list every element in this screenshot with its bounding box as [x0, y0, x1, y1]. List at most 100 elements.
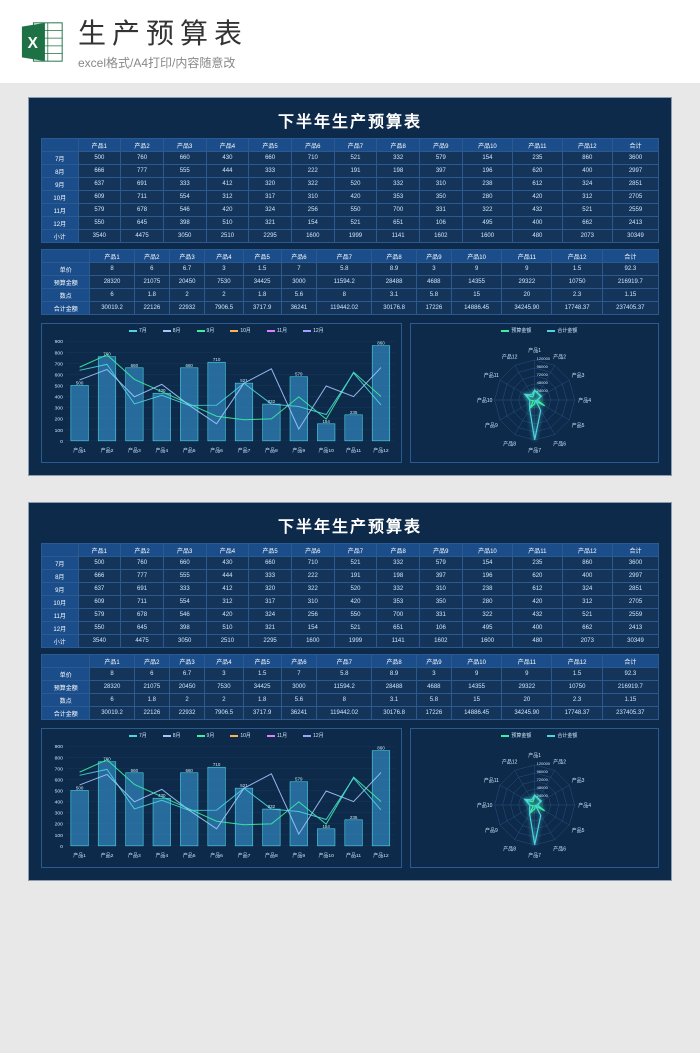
- svg-text:900: 900: [55, 744, 64, 750]
- cell: 432: [513, 204, 562, 217]
- col-header: 产品5: [243, 655, 281, 668]
- col-header: [42, 250, 90, 263]
- page-header: X 生产预算表 excel格式/A4打印/内容随意改: [0, 0, 700, 83]
- cell: 397: [420, 165, 463, 178]
- cell: 3050: [163, 230, 206, 243]
- row-label: 数点: [42, 694, 90, 707]
- cell: 3600: [613, 557, 659, 570]
- cell: 521: [334, 217, 377, 230]
- svg-text:579: 579: [295, 372, 303, 377]
- cell: 10750: [552, 276, 602, 289]
- cell: 2997: [613, 165, 659, 178]
- cell: 495: [462, 217, 512, 230]
- col-header: 产品6: [281, 250, 316, 263]
- cell: 17748.37: [552, 707, 602, 720]
- cell: 645: [121, 622, 164, 635]
- cell: 332: [377, 152, 420, 165]
- cell: 1600: [462, 230, 512, 243]
- col-header: 产品6: [291, 544, 334, 557]
- col-header: 产品9: [420, 139, 463, 152]
- svg-text:100: 100: [55, 833, 64, 839]
- svg-text:产品3: 产品3: [128, 852, 141, 859]
- col-header: 产品11: [513, 544, 562, 557]
- svg-text:产品4: 产品4: [578, 802, 591, 809]
- svg-text:产品7: 产品7: [528, 852, 541, 859]
- cell: 645: [121, 217, 164, 230]
- row-label: 10月: [42, 191, 79, 204]
- cell: 333: [163, 178, 206, 191]
- col-header: [42, 655, 90, 668]
- radar-chart: 预算金额合计金额 产品1产品2产品3产品4产品5产品6产品7产品8产品9产品10…: [410, 323, 659, 463]
- col-header: 产品5: [249, 544, 292, 557]
- cell: 691: [121, 178, 164, 191]
- legend-item: 预算金额: [491, 327, 531, 334]
- row-label: 小计: [42, 230, 79, 243]
- cell: 777: [121, 165, 164, 178]
- svg-text:产品6: 产品6: [553, 845, 566, 852]
- cell: 14886.45: [452, 707, 502, 720]
- col-header: 产品3: [163, 544, 206, 557]
- header-subtitle: excel格式/A4打印/内容随意改: [78, 54, 680, 71]
- col-header: 产品12: [552, 250, 602, 263]
- row-label: 12月: [42, 217, 79, 230]
- svg-text:产品10: 产品10: [318, 852, 334, 859]
- production-table: 产品1产品2产品3产品4产品5产品6产品7产品8产品9产品10产品11产品12合…: [41, 543, 659, 648]
- radar-chart: 预算金额合计金额 产品1产品2产品3产品4产品5产品6产品7产品8产品9产品10…: [410, 728, 659, 868]
- svg-text:X: X: [28, 34, 39, 51]
- col-header: 产品12: [552, 655, 602, 668]
- cell: 860: [562, 152, 612, 165]
- svg-text:0: 0: [60, 439, 63, 445]
- cell: 29322: [502, 681, 552, 694]
- col-header: 产品6: [281, 655, 316, 668]
- cell: 400: [513, 217, 562, 230]
- cell: 324: [249, 609, 292, 622]
- cell: 2559: [613, 609, 659, 622]
- cell: 710: [291, 557, 334, 570]
- cell: 5.8: [317, 263, 372, 276]
- col-header: 产品1: [78, 139, 121, 152]
- legend-item: 9月: [187, 732, 215, 739]
- cell: 666: [78, 165, 121, 178]
- cell: 612: [513, 178, 562, 191]
- cell: 554: [163, 596, 206, 609]
- col-header: 产品11: [513, 139, 562, 152]
- cell: 651: [377, 217, 420, 230]
- cell: 1999: [334, 230, 377, 243]
- svg-text:800: 800: [55, 755, 64, 761]
- svg-text:660: 660: [131, 768, 139, 773]
- legend-item: 合计金额: [537, 327, 577, 334]
- row-label: 12月: [42, 622, 79, 635]
- row-label: 8月: [42, 165, 79, 178]
- svg-text:产品2: 产品2: [553, 759, 566, 766]
- cell: 2: [169, 289, 204, 302]
- svg-text:产品11: 产品11: [346, 447, 361, 454]
- cell: 5.8: [416, 289, 451, 302]
- cell: 2705: [613, 191, 659, 204]
- svg-text:521: 521: [240, 783, 248, 788]
- svg-text:产品12: 产品12: [502, 354, 518, 361]
- legend-item: 7月: [119, 327, 147, 334]
- cell: 350: [420, 596, 463, 609]
- cell: 711: [121, 191, 164, 204]
- svg-text:产品5: 产品5: [183, 447, 196, 454]
- svg-text:235: 235: [350, 410, 358, 415]
- cell: 154: [291, 217, 334, 230]
- cell: 678: [121, 204, 164, 217]
- col-header: 产品4: [205, 250, 243, 263]
- row-label: 9月: [42, 178, 79, 191]
- cell: 196: [462, 570, 512, 583]
- cell: 400: [513, 622, 562, 635]
- cell: 280: [462, 191, 512, 204]
- row-label: 11月: [42, 609, 79, 622]
- col-header: 产品2: [134, 250, 169, 263]
- svg-text:产品2: 产品2: [101, 447, 114, 454]
- cell: 198: [377, 570, 420, 583]
- svg-text:产品12: 产品12: [373, 852, 389, 859]
- cell: 191: [334, 570, 377, 583]
- header-title: 生产预算表: [78, 12, 680, 52]
- legend-item: 12月: [293, 327, 324, 334]
- cell: 546: [163, 204, 206, 217]
- cell: 2559: [613, 204, 659, 217]
- cell: 216919.7: [602, 681, 658, 694]
- cell: 662: [562, 217, 612, 230]
